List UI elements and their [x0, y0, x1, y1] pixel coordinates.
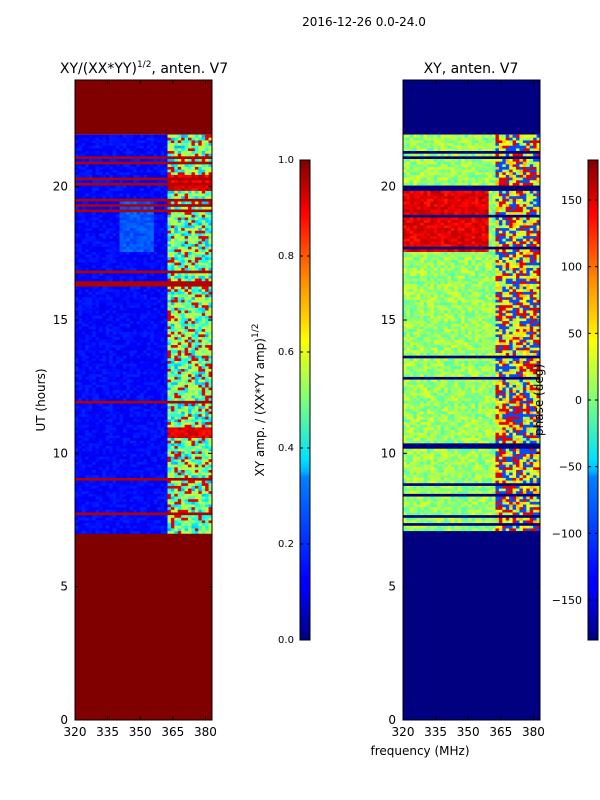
amplitude-ylabel: UT (hours): [34, 368, 48, 431]
y-tick-label: 15: [381, 313, 396, 327]
heatmap-rows: [75, 134, 212, 534]
amplitude-heatmap-cells: [75, 80, 212, 720]
flagged-region-top: [403, 80, 540, 135]
colorbar-tick-label: 0.8: [278, 251, 294, 262]
y-tick-label: 5: [388, 580, 396, 594]
amplitude-panel-title: XY/(XX*YY)1/2, anten. V7: [60, 60, 228, 77]
y-tick-label: 5: [60, 580, 68, 594]
amplitude-colorbar-gradient: [299, 159, 311, 641]
colorbar-tick-label: −150: [552, 594, 582, 607]
colorbar-tick-label: 0: [575, 394, 582, 407]
flagged-region-bottom: [403, 533, 540, 720]
phase-colorbar: 150 100 50 0 −50 −100 −150 phase (deg): [532, 159, 599, 641]
phase-colorbar-label: phase (deg): [532, 364, 546, 436]
phase-colorbar-ticks: 150 100 50 0 −50 −100 −150: [552, 194, 598, 607]
x-tick-label: 320: [392, 725, 415, 739]
x-tick-label: 380: [194, 725, 217, 739]
y-tick-label: 20: [381, 180, 396, 194]
phase-panel-title: XY, anten. V7: [424, 61, 519, 77]
x-tick-label: 350: [457, 725, 480, 739]
colorbar-tick-label: 150: [561, 194, 582, 207]
x-tick-label: 335: [424, 725, 447, 739]
x-tick-label: 365: [161, 725, 184, 739]
colorbar-tick-label: 0.4: [278, 443, 294, 454]
flagged-region-bottom: [75, 533, 212, 720]
x-tick-label: 365: [489, 725, 512, 739]
colorbar-tick-label: 50: [568, 327, 582, 340]
colorbar-tick-label: −100: [552, 527, 582, 540]
colorbar-tick-label: 100: [561, 261, 582, 274]
figure-suptitle: 2016-12-26 0.0-24.0: [302, 15, 426, 29]
y-tick-label: 0: [388, 713, 396, 727]
y-tick-label: 10: [381, 446, 396, 460]
colorbar-tick-label: 1.0: [278, 155, 294, 166]
y-tick-label: 15: [53, 313, 68, 327]
x-tick-label: 380: [522, 725, 545, 739]
colorbar-tick-label: 0.0: [278, 635, 294, 646]
colorbar-tick-label: −50: [559, 461, 582, 474]
phase-heatmap-cells: [403, 80, 540, 720]
colorbar-tick-label: 0.2: [278, 539, 294, 550]
phase-heatmap-panel: XY, anten. V7 320 335 350 365 380 0 5 10 15 20: [381, 61, 545, 739]
x-tick-label: 350: [129, 725, 152, 739]
heatmap-rows: [403, 134, 540, 534]
x-tick-label: 320: [64, 725, 87, 739]
amplitude-heatmap-panel: XY/(XX*YY)1/2, anten. V7 320 335 350 365 380…: [34, 60, 228, 739]
y-tick-label: 0: [60, 713, 68, 727]
colorbar-tick-label: 0.6: [278, 347, 294, 358]
amplitude-colorbar-label: XY amp. / (XX*YY amp)1/2: [251, 324, 267, 477]
shared-xlabel: frequency (MHz): [370, 744, 469, 758]
amplitude-axes: 320 335 350 365 380 0 5 10 15 20: [53, 80, 217, 739]
amplitude-colorbar-ticks: 0.0 0.2 0.4 0.6 0.8 1.0: [278, 155, 310, 646]
phase-plot-frame: [402, 79, 541, 721]
y-tick-label: 10: [53, 446, 68, 460]
flagged-region-top: [75, 80, 212, 135]
x-tick-label: 335: [96, 725, 119, 739]
amplitude-plot-frame: [74, 79, 213, 721]
y-tick-label: 20: [53, 180, 68, 194]
phase-axes: 320 335 350 365 380 0 5 10 15 20: [381, 80, 545, 739]
amplitude-colorbar: 0.0 0.2 0.4 0.6 0.8 1.0 XY amp. / (XX*YY amp)…: [251, 155, 311, 646]
